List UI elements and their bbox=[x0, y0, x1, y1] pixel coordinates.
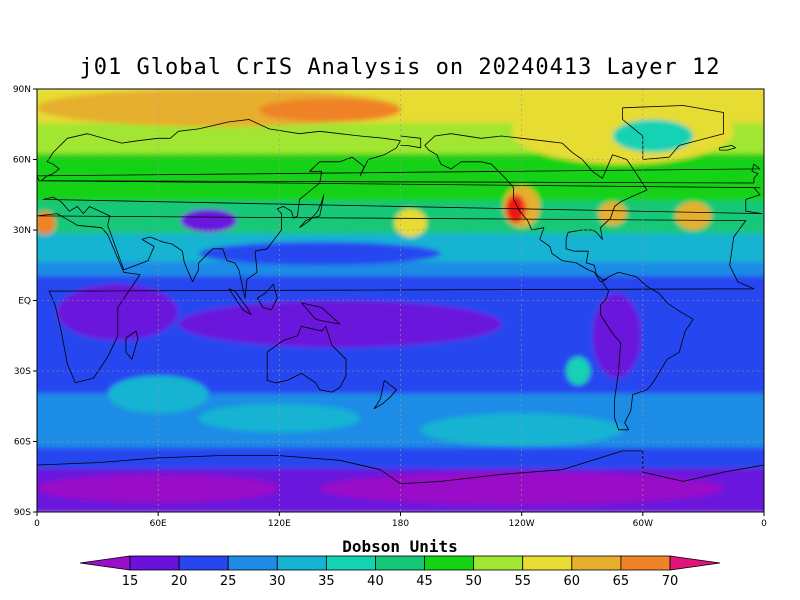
y-tick-label: 60N bbox=[13, 156, 31, 166]
coastline-newguinea bbox=[301, 302, 341, 325]
colorbar-tick-label: 20 bbox=[171, 574, 188, 589]
colorbar-segment bbox=[276, 555, 327, 571]
colorbar-tick-label: 65 bbox=[613, 574, 630, 589]
colorbar-tick-label: 40 bbox=[367, 574, 384, 589]
coastlines bbox=[37, 105, 764, 485]
chart-title: j01 Global CrIS Analysis on 20240413 Lay… bbox=[79, 55, 721, 80]
coastline-eurasia bbox=[40, 119, 763, 299]
field-feature-19 bbox=[37, 474, 280, 503]
axes: 0 60E 120E 180 120W 60W 0 90N 60N 30N EQ 30S 60S 90S bbox=[13, 85, 767, 529]
y-tick-label: 90S bbox=[14, 508, 31, 518]
colorbar-under-triangle bbox=[79, 555, 131, 571]
colorbar-segment bbox=[227, 555, 278, 571]
gridlines bbox=[37, 89, 764, 512]
colorbar-tick-label: 50 bbox=[465, 574, 482, 589]
colorbar-segment bbox=[424, 555, 475, 571]
colorbar-tick-label: 70 bbox=[662, 574, 679, 589]
coastline-nz bbox=[373, 380, 397, 410]
y-tick-label: 30S bbox=[14, 367, 31, 377]
colorbar-segment bbox=[620, 555, 671, 571]
x-tick-label: 180 bbox=[392, 519, 409, 529]
x-tick-label: 0 bbox=[761, 519, 767, 529]
colorbar-title: Dobson Units bbox=[342, 537, 458, 556]
y-tick-label: 60S bbox=[14, 438, 31, 448]
x-tick-label: 120W bbox=[509, 519, 535, 529]
colorbar-over-triangle bbox=[669, 555, 721, 571]
colorbar-tick-label: 30 bbox=[269, 574, 286, 589]
field-feature-20 bbox=[319, 472, 724, 505]
colorbar-segment bbox=[571, 555, 622, 571]
x-tick-label: 60W bbox=[633, 519, 653, 529]
field-feature-6 bbox=[37, 211, 56, 235]
colorbar-tick-label: 15 bbox=[122, 574, 139, 589]
colorbar-tick-label: 55 bbox=[514, 574, 531, 589]
colorbar-segment bbox=[178, 555, 229, 571]
field-feature-17 bbox=[198, 403, 361, 433]
colorbar-tick-label: 60 bbox=[564, 574, 581, 589]
colorbar-tick-label: 35 bbox=[318, 574, 335, 589]
field-feature-14 bbox=[592, 293, 641, 379]
colorbar-segment bbox=[522, 555, 573, 571]
field-feature-11 bbox=[198, 241, 441, 266]
y-tick-label: EQ bbox=[18, 297, 31, 307]
colorbar-tick-label: 25 bbox=[220, 574, 237, 589]
coastline-borneo bbox=[256, 283, 278, 311]
coastline-greenland bbox=[622, 105, 724, 160]
coastline-namerica bbox=[424, 133, 648, 283]
colorbar-tick-label: 45 bbox=[416, 574, 433, 589]
coastline-africa bbox=[37, 213, 755, 384]
colorbar-segment bbox=[473, 555, 524, 571]
y-tick-label: 30N bbox=[13, 226, 31, 236]
field-feature-9 bbox=[394, 208, 427, 238]
colorbar-segment bbox=[325, 555, 376, 571]
coastline-uk bbox=[37, 163, 761, 184]
y-tick-label: 90N bbox=[13, 85, 31, 95]
coastline-japan bbox=[299, 194, 325, 229]
field-feature-3 bbox=[612, 119, 694, 153]
field-feature-1 bbox=[259, 98, 401, 122]
coastline-samerica bbox=[600, 271, 694, 431]
colorbar-segment bbox=[129, 555, 180, 571]
colorbar-segment bbox=[375, 555, 425, 571]
field-feature-10 bbox=[180, 208, 237, 233]
colorbar: 15 20 25 30 35 40 45 50 55 60 65 70 bbox=[79, 555, 721, 589]
coastline-eurasiaE bbox=[400, 135, 422, 149]
coastline-iceland bbox=[719, 144, 737, 151]
field-feature-7 bbox=[675, 201, 712, 230]
x-tick-label: 120E bbox=[268, 519, 291, 529]
coastline-antarctica bbox=[37, 450, 764, 485]
coastline-sumatra bbox=[228, 288, 252, 316]
x-tick-label: 60E bbox=[150, 519, 167, 529]
coastline-madagascar bbox=[125, 330, 139, 360]
coastline-australia bbox=[266, 325, 347, 393]
x-tick-label: 0 bbox=[34, 519, 40, 529]
